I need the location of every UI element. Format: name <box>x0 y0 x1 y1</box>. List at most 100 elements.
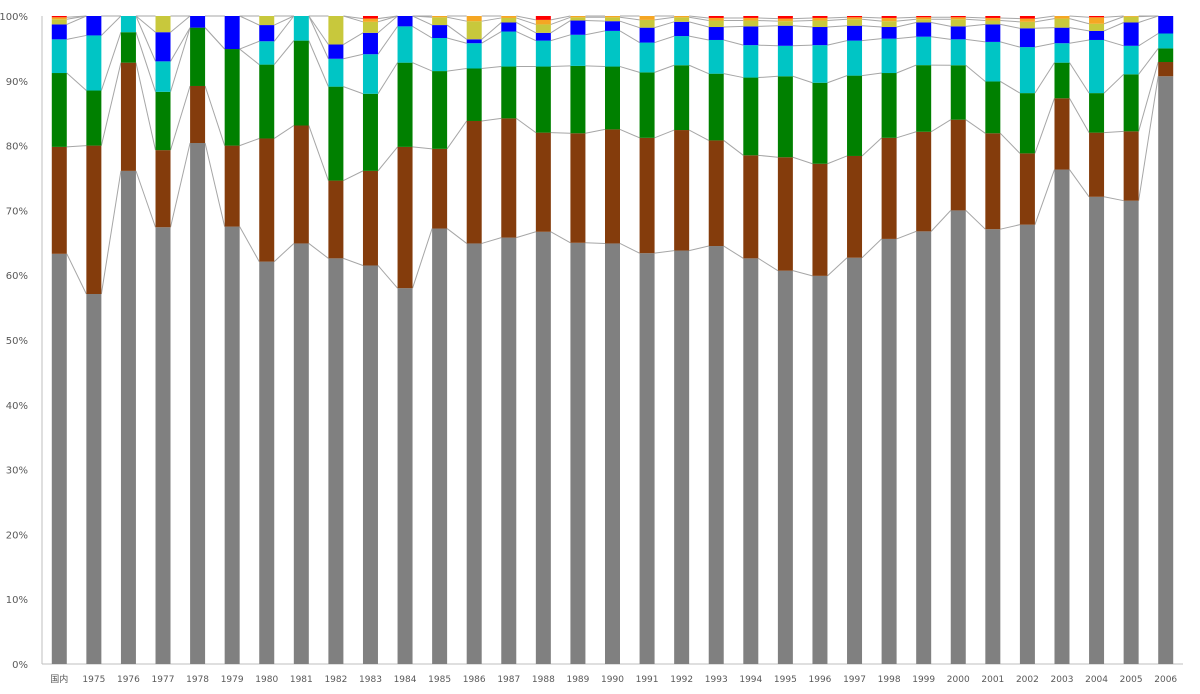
bar-1989-s1 <box>570 133 585 243</box>
series-line-3-10 <box>413 26 433 38</box>
series-line-3-20 <box>758 45 778 46</box>
bar-2004-s6 <box>1089 17 1104 23</box>
bar-1995-s7 <box>778 16 793 19</box>
series-line-4-2 <box>136 16 156 32</box>
bar-1995-s3 <box>778 46 793 76</box>
series-line-4-13 <box>516 22 536 32</box>
series-line-2-16 <box>620 67 640 73</box>
series-line-0-1 <box>101 171 121 294</box>
series-line-3-3 <box>171 28 191 62</box>
bar-1986-s3 <box>467 43 482 68</box>
x-tick-label: 国内 <box>50 673 68 685</box>
series-line-5-28 <box>1035 19 1055 22</box>
bar-1988-s5 <box>536 24 551 32</box>
y-tick-label: 50% <box>6 336 28 347</box>
bar-1992-s2 <box>674 65 689 130</box>
bar-1983-s3 <box>363 54 378 94</box>
series-line-4-3 <box>171 16 191 32</box>
series-line-1-9 <box>378 147 398 171</box>
bar-2005-s0 <box>1124 201 1139 664</box>
bar-1988-s6 <box>536 20 551 25</box>
bar-1983-s4 <box>363 33 378 54</box>
bar-2002-s5 <box>1020 22 1035 28</box>
bar-2006-s3 <box>1158 33 1173 48</box>
series-line-3-22 <box>827 41 847 46</box>
bar-1988-s7 <box>536 16 551 20</box>
bar-1985-s0 <box>432 229 447 664</box>
bar-2000-s2 <box>951 65 966 119</box>
series-line-2-30 <box>1104 74 1124 93</box>
bar-1982-s5 <box>328 16 343 45</box>
series-line-5-20 <box>758 21 778 22</box>
bar-1990-s3 <box>605 31 620 67</box>
x-tick-label: 1976 <box>117 675 140 685</box>
bar-2006-s0 <box>1158 76 1173 664</box>
x-tick-label: 1985 <box>428 675 451 685</box>
x-tick-label: 2003 <box>1051 675 1074 685</box>
series-line-3-15 <box>585 31 605 35</box>
bar-2001-s1 <box>985 133 1000 229</box>
bar-2006-s2 <box>1158 48 1173 62</box>
x-tick-label: 1991 <box>636 675 659 685</box>
series-line-1-24 <box>897 132 917 138</box>
x-tick-label: 1996 <box>809 675 832 685</box>
bar-1986-s1 <box>467 121 482 243</box>
series-line-3-30 <box>1104 40 1124 46</box>
series-line-0-8 <box>343 258 363 265</box>
x-tick-label: 2000 <box>947 675 970 685</box>
x-tick-label: 1984 <box>394 675 417 685</box>
bar-国内-s6 <box>52 17 67 19</box>
bar-1987-s1 <box>501 118 516 237</box>
series-line-3-18 <box>689 36 709 40</box>
series-line-2-24 <box>897 65 917 73</box>
series-line-1-30 <box>1104 131 1124 132</box>
bar-2001-s6 <box>985 18 1000 21</box>
bar-1991-s2 <box>640 72 655 137</box>
bar-1996-s3 <box>812 45 827 83</box>
series-line-2-21 <box>793 76 813 82</box>
bar-国内-s7 <box>52 16 67 17</box>
series-line-3-0 <box>67 35 87 39</box>
bar-2005-s6 <box>1124 16 1139 17</box>
x-tick-label: 1986 <box>463 675 486 685</box>
series-line-1-7 <box>309 126 329 181</box>
bar-2003-s5 <box>1054 19 1069 28</box>
bar-1989-s6 <box>570 16 585 17</box>
bar-1987-s6 <box>501 16 516 18</box>
bar-1991-s4 <box>640 28 655 43</box>
bar-1977-s3 <box>156 61 171 91</box>
series-line-2-14 <box>551 66 571 67</box>
bar-2002-s0 <box>1020 225 1035 664</box>
series-line-0-17 <box>655 251 675 254</box>
series-line-2-8 <box>343 87 363 94</box>
x-tick-label: 1979 <box>221 675 244 685</box>
series-line-2-0 <box>67 73 87 90</box>
series-line-3-11 <box>447 38 467 43</box>
bar-1980-s3 <box>259 41 274 64</box>
bar-1990-s4 <box>605 21 620 31</box>
series-line-1-22 <box>827 156 847 164</box>
series-line-3-6 <box>274 16 294 41</box>
y-tick-label: 40% <box>6 401 28 412</box>
bar-1998-s7 <box>882 16 897 18</box>
bar-1991-s6 <box>640 16 655 20</box>
series-line-4-21 <box>793 26 813 27</box>
series-line-1-26 <box>966 120 986 134</box>
series-line-2-5 <box>240 49 260 65</box>
bar-1997-s1 <box>847 156 862 258</box>
series-line-2-17 <box>655 65 675 72</box>
series-line-1-5 <box>240 138 260 145</box>
bar-2001-s4 <box>985 24 1000 41</box>
bar-1998-s1 <box>882 138 897 239</box>
x-tick-label: 1987 <box>497 675 520 685</box>
series-line-1-27 <box>1000 133 1020 153</box>
x-tick-label: 1994 <box>739 675 762 685</box>
bar-1998-s6 <box>882 18 897 21</box>
bar-1983-s7 <box>363 16 378 19</box>
bar-1994-s0 <box>743 258 758 664</box>
bar-2002-s7 <box>1020 16 1035 19</box>
x-tick-label: 1993 <box>705 675 728 685</box>
